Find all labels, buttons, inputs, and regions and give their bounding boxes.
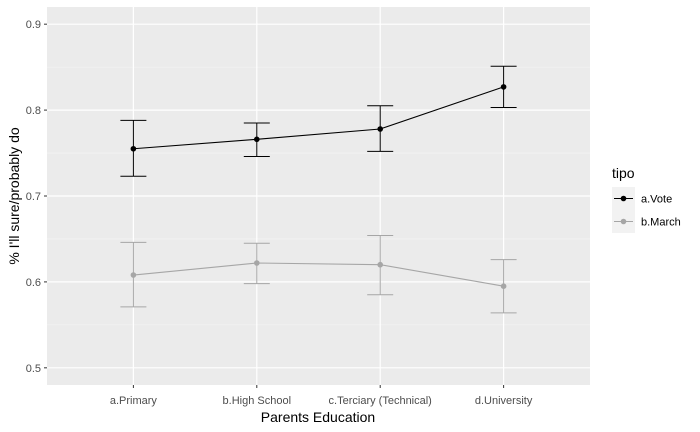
series-b.March — [120, 235, 517, 314]
x-axis-ticks: a.Primary b.High School c.Terciary (Techni… — [110, 385, 533, 407]
y-axis-ticks: 0.5 0.6 0.7 0.8 0.9 — [26, 19, 47, 375]
legend-item-b.March: b.March — [612, 210, 681, 233]
y-tick-label: 0.9 — [26, 19, 41, 31]
y-axis-title: % I'll sure/probably do — [6, 127, 22, 265]
y-tick-label: 0.8 — [26, 105, 41, 117]
data-point — [253, 260, 260, 266]
data-point — [500, 84, 507, 90]
y-tick-label: 0.6 — [26, 277, 41, 289]
series-a.Vote — [120, 65, 517, 177]
data-point — [130, 145, 137, 152]
data-point — [253, 136, 260, 143]
legend-key-point — [620, 218, 627, 225]
legend: tipo a.Vote b.March — [612, 165, 681, 233]
x-tick-label: a.Primary — [110, 395, 158, 407]
series-layer — [120, 65, 517, 314]
data-point — [500, 283, 507, 290]
legend-label: a.Vote — [641, 194, 672, 206]
data-point — [130, 272, 137, 278]
legend-key-point — [620, 195, 627, 202]
x-tick-label: c.Terciary (Technical) — [329, 395, 432, 407]
legend-label: b.March — [641, 217, 681, 229]
series-line — [133, 86, 504, 150]
x-axis-title: Parents Education — [261, 409, 375, 425]
data-point — [377, 126, 384, 132]
series-line — [133, 262, 504, 287]
legend-item-a.Vote: a.Vote — [612, 187, 672, 210]
x-tick-label: d.University — [475, 395, 533, 407]
y-tick-label: 0.7 — [26, 191, 41, 203]
legend-items: a.Vote b.March — [612, 187, 681, 233]
y-tick-label: 0.5 — [26, 363, 41, 375]
data-point — [377, 261, 384, 268]
x-tick-label: b.High School — [223, 395, 292, 407]
legend-title: tipo — [612, 165, 635, 181]
